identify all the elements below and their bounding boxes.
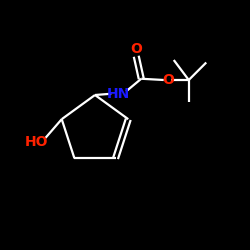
Text: HN: HN [107, 87, 130, 101]
Text: O: O [130, 42, 142, 56]
Text: O: O [162, 73, 174, 87]
Text: HO: HO [25, 135, 48, 149]
